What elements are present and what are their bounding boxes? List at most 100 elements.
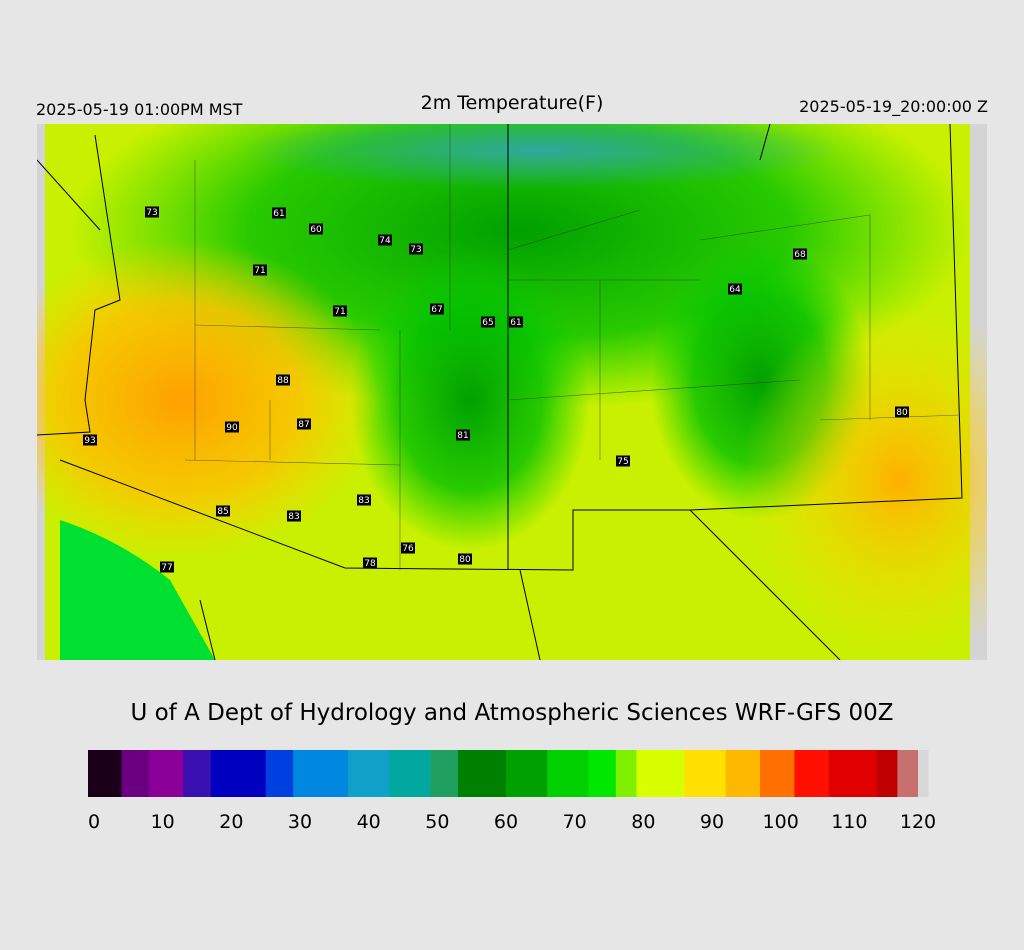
station: 90 <box>225 421 239 433</box>
colorbar-tick-label: 30 <box>288 811 312 833</box>
station-box <box>793 248 807 260</box>
station-value: 67 <box>431 305 442 315</box>
station-box <box>357 494 371 506</box>
valid-local-time: 2025-05-19 01:00PM MST <box>36 100 243 119</box>
station-box <box>456 429 470 441</box>
station-value: 76 <box>402 544 414 554</box>
station: 61 <box>509 316 523 328</box>
station: 73 <box>409 243 423 255</box>
station: 64 <box>728 283 742 295</box>
colorbar-segment <box>918 750 929 797</box>
colorbar-segment <box>389 750 431 797</box>
station-box <box>253 264 267 276</box>
station-box <box>430 303 444 315</box>
colorbar-segment <box>876 750 898 797</box>
colorbar-tick-label: 110 <box>831 811 867 833</box>
map <box>37 124 987 660</box>
station-box <box>409 243 423 255</box>
station-box <box>225 421 239 433</box>
station: 71 <box>333 305 347 317</box>
colorbar-segment <box>430 750 459 797</box>
station: 80 <box>895 406 909 418</box>
station-value: 85 <box>217 507 228 517</box>
valid-utc-time: 2025-05-19_20:00:00 Z <box>799 97 988 117</box>
station-box <box>333 305 347 317</box>
colorbar-tick-label: 100 <box>763 811 799 833</box>
station-box <box>895 406 909 418</box>
colorbar-segment <box>588 750 617 797</box>
warm-east <box>740 300 987 660</box>
station: 75 <box>616 455 630 467</box>
station: 93 <box>83 434 97 446</box>
station-box <box>287 510 301 522</box>
station-box <box>297 418 311 430</box>
station: 83 <box>357 494 371 506</box>
station: 71 <box>253 264 267 276</box>
colorbar-segment <box>457 750 507 797</box>
station-value: 74 <box>379 236 391 246</box>
colorbar-segment <box>293 750 349 797</box>
station-value: 73 <box>146 208 157 218</box>
colorbar: 0 10 20 30 40 50 60 70 80 90 100 110 120 <box>88 750 936 833</box>
station: 83 <box>287 510 301 522</box>
station: 85 <box>216 505 230 517</box>
station-value: 87 <box>298 420 309 430</box>
colorbar-segment <box>615 750 637 797</box>
station-value: 73 <box>410 245 421 255</box>
colorbar-segment <box>183 750 212 797</box>
station-box <box>83 434 97 446</box>
colorbar-tick-label: 10 <box>151 811 175 833</box>
colorbar-segment <box>547 750 589 797</box>
colorbar-segment <box>506 750 548 797</box>
station-value: 90 <box>226 423 238 433</box>
station: 76 <box>401 542 415 554</box>
map-title: 2m Temperature(F) <box>421 92 604 114</box>
station-value: 61 <box>510 318 521 328</box>
colorbar-segment <box>794 750 830 797</box>
colorbar-segment <box>348 750 390 797</box>
station-value: 83 <box>358 496 369 506</box>
colorbar-segment <box>684 750 727 797</box>
station-labels: 73 61 60 74 73 71 71 67 65 61 64 68 88 90 87 81 93 75 80 83… <box>83 206 909 573</box>
station: 74 <box>378 234 392 246</box>
station: 65 <box>481 316 495 328</box>
station: 67 <box>430 303 444 315</box>
colorbar-tick-label: 0 <box>88 811 100 833</box>
colorbar-segment <box>265 750 294 797</box>
station-value: 65 <box>482 318 493 328</box>
station-value: 61 <box>273 209 284 219</box>
station-box <box>509 316 523 328</box>
station-value: 71 <box>254 266 265 276</box>
colorbar-segment <box>88 750 122 797</box>
station-value: 81 <box>457 431 468 441</box>
colorbar-tick-label: 60 <box>494 811 518 833</box>
station: 88 <box>276 374 290 386</box>
colorbar-tick-label: 120 <box>900 811 936 833</box>
station-box <box>481 316 495 328</box>
station: 73 <box>145 206 159 218</box>
station: 80 <box>458 553 472 565</box>
station: 60 <box>309 223 323 235</box>
station-value: 68 <box>794 250 806 260</box>
station-box <box>458 553 472 565</box>
station-box <box>216 505 230 517</box>
station-value: 77 <box>161 563 172 573</box>
colorbar-tick-label: 40 <box>357 811 381 833</box>
station: 87 <box>297 418 311 430</box>
warm-west <box>37 240 380 560</box>
colorbar-tick-label: 80 <box>631 811 655 833</box>
colorbar-tick-label: 70 <box>563 811 587 833</box>
cool-mountains <box>350 250 590 550</box>
colorbar-segment <box>897 750 919 797</box>
station-box <box>401 542 415 554</box>
station-value: 88 <box>277 376 289 386</box>
colorbar-segment <box>828 750 878 797</box>
station: 68 <box>793 248 807 260</box>
colorbar-segment <box>148 750 184 797</box>
credit: U of A Dept of Hydrology and Atmospheric… <box>130 700 893 726</box>
station: 78 <box>363 557 377 569</box>
station-value: 75 <box>617 457 628 467</box>
station-box <box>145 206 159 218</box>
gulf-region <box>60 520 215 660</box>
station-box <box>378 234 392 246</box>
